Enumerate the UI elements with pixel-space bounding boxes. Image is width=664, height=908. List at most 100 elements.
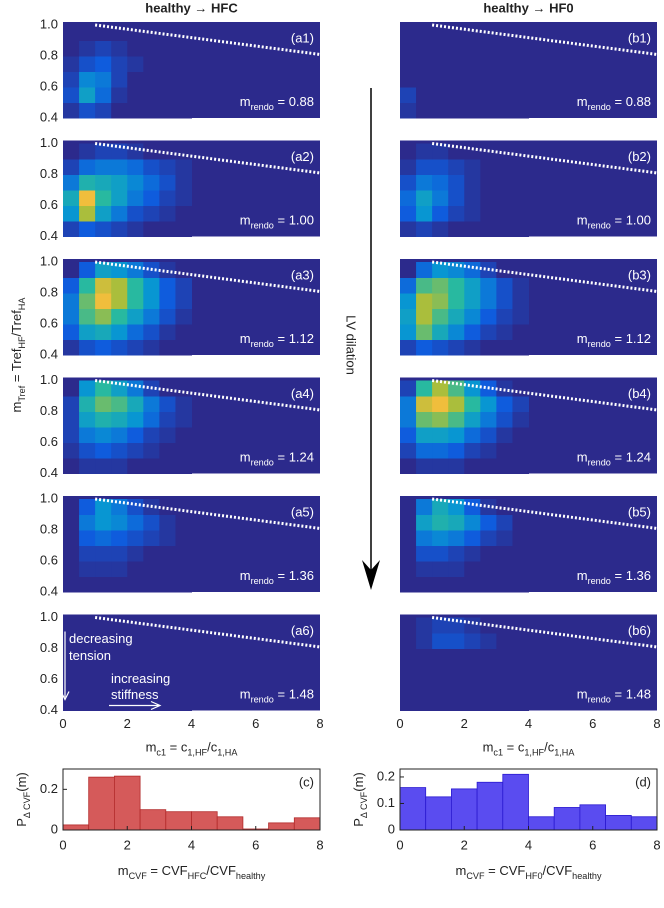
heat-cell — [127, 427, 144, 443]
heat-cell — [95, 617, 112, 634]
heat-cell — [95, 648, 112, 665]
heat-cell — [63, 262, 80, 278]
heat-cell — [63, 71, 80, 88]
mrendo-value: 1.48 — [626, 687, 651, 702]
bar — [579, 804, 607, 831]
heat-cell — [95, 411, 112, 428]
heat-cell — [159, 695, 176, 711]
y-tick-label: 0.8 — [40, 166, 58, 181]
text-part: = Tref — [9, 348, 24, 386]
heat-cell — [175, 648, 192, 665]
mrendo-value: 0.88 — [626, 94, 651, 109]
boundary-line — [94, 616, 321, 649]
heat-cell — [143, 205, 160, 222]
heat-cell — [79, 695, 96, 711]
heat-cell — [111, 576, 128, 593]
heat-cell — [464, 411, 481, 428]
heat-cell — [496, 324, 513, 340]
heat-cell — [159, 87, 176, 103]
boundary-line — [431, 260, 658, 293]
text-part: m — [577, 450, 588, 465]
x-tick-label: 2 — [124, 837, 131, 852]
heat-cell — [127, 514, 144, 531]
x-tick-label: 0 — [59, 837, 66, 852]
text-part: /Tref — [9, 310, 24, 337]
heat-cell — [111, 442, 128, 459]
heat-cell — [79, 293, 96, 309]
heat-cell — [432, 617, 449, 634]
panel-label: (a4) — [291, 386, 314, 401]
x-tick-label: 4 — [525, 716, 532, 731]
subscript: Tref — [17, 385, 27, 401]
heat-cell — [480, 102, 497, 119]
heat-cell — [432, 339, 449, 356]
heat-cell — [464, 695, 481, 711]
mrendo-label: mrendo = 1.36 — [240, 568, 314, 586]
heat-cell — [400, 427, 417, 443]
heat-cell — [63, 514, 80, 531]
heat-cell — [143, 159, 160, 175]
heat-cell — [95, 262, 112, 278]
heat-cell — [416, 262, 433, 278]
heat-cell — [63, 308, 80, 325]
heat-cell — [464, 221, 481, 237]
heat-cell — [400, 339, 417, 356]
heat-cell — [480, 695, 497, 711]
heat-cell — [175, 324, 192, 340]
text-part: m — [577, 687, 588, 702]
heat-cell — [416, 25, 433, 41]
heat-cell — [496, 664, 513, 680]
heat-cell — [143, 664, 160, 680]
heat-cell — [175, 576, 192, 593]
heat-cell — [448, 205, 465, 222]
heat-cell — [448, 633, 465, 649]
x-tick-label: 0 — [396, 837, 403, 852]
heat-cell — [175, 205, 192, 222]
heat-cell — [480, 561, 497, 577]
heat-cell — [95, 576, 112, 593]
subscript: 1,HF — [524, 748, 544, 758]
panel-label: (a1) — [291, 30, 314, 45]
y-tick-label: 0.6 — [40, 552, 58, 567]
column-title: healthy → HFC — [145, 0, 238, 15]
heat-cell — [175, 380, 192, 397]
heat-cell — [512, 308, 529, 325]
heat-cell — [448, 56, 465, 72]
heat-cell — [175, 561, 192, 577]
heat-cell — [111, 221, 128, 237]
heat-cell — [79, 87, 96, 103]
heat-cell — [95, 190, 112, 206]
heat-cell — [416, 545, 433, 562]
heat-cell — [496, 174, 513, 191]
heat-cell — [400, 633, 417, 649]
heat-cell — [159, 293, 176, 309]
heat-cell — [79, 458, 96, 474]
heat-cell — [159, 576, 176, 593]
heat-cell — [480, 664, 497, 680]
heat-cell — [79, 514, 96, 531]
heat-cell — [448, 40, 465, 57]
heat-cell — [512, 664, 529, 680]
heat-cell — [464, 339, 481, 356]
heat-cell — [464, 324, 481, 340]
heat-cell — [127, 205, 144, 222]
mrendo-value: 1.00 — [626, 213, 651, 228]
panel-label: (b5) — [628, 504, 651, 519]
heat-cell — [464, 396, 481, 412]
heat-cell — [416, 87, 433, 103]
y-axis-label: mTref = TrefHF/TrefHA — [9, 297, 27, 413]
heat-cell — [159, 277, 176, 294]
heat-cell — [416, 293, 433, 309]
dilation-arrowhead — [362, 560, 380, 590]
heat-cell — [512, 174, 529, 191]
heat-cell — [127, 442, 144, 459]
heat-cell — [143, 324, 160, 340]
bar — [114, 775, 141, 831]
heat-cell — [496, 277, 513, 294]
heat-cell — [143, 277, 160, 294]
heat-cell — [512, 221, 529, 237]
heat-cell — [95, 308, 112, 325]
heat-cell — [79, 190, 96, 206]
heat-cell — [159, 190, 176, 206]
heat-cell — [464, 40, 481, 57]
